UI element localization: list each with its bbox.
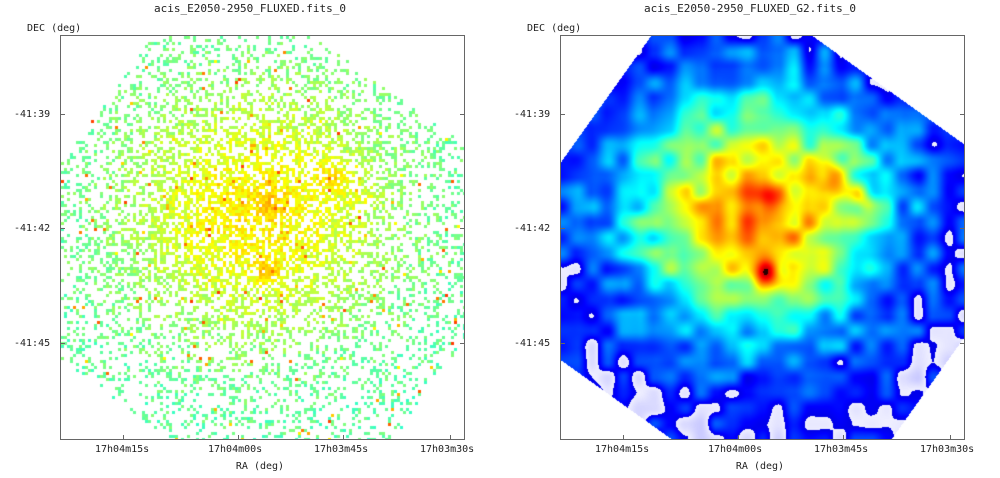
y-tick-label: -41:45 bbox=[14, 338, 51, 349]
y-tick-mark bbox=[60, 343, 65, 344]
raw-counts-image bbox=[61, 36, 464, 439]
y-tick-label: -41:42 bbox=[514, 223, 551, 234]
y-tick-mark bbox=[460, 343, 465, 344]
y-tick-label: -41:39 bbox=[514, 109, 551, 120]
x-tick-label: 17h03m45s bbox=[814, 444, 869, 455]
y-tick-mark bbox=[960, 114, 965, 115]
x-tick-label: 17h03m30s bbox=[420, 444, 475, 455]
panel-title: acis_E2050-2950_FLUXED.fits_0 bbox=[153, 2, 347, 15]
x-tick-mark bbox=[843, 435, 844, 440]
image-plot-smoothed[interactable] bbox=[560, 35, 965, 440]
y-tick-mark bbox=[460, 228, 465, 229]
y-tick-mark bbox=[460, 114, 465, 115]
x-tick-mark bbox=[123, 435, 124, 440]
panel-title: acis_E2050-2950_FLUXED_G2.fits_0 bbox=[644, 2, 856, 15]
y-tick-mark bbox=[560, 343, 565, 344]
x-tick-label: 17h04m15s bbox=[595, 444, 650, 455]
x-tick-label: 17h03m30s bbox=[920, 444, 975, 455]
x-tick-label: 17h03m45s bbox=[314, 444, 369, 455]
x-tick-mark bbox=[623, 435, 624, 440]
x-tick-mark bbox=[343, 435, 344, 440]
y-axis-label: DEC (deg) bbox=[527, 23, 582, 34]
x-tick-mark bbox=[950, 435, 951, 440]
x-axis-label: RA (deg) bbox=[235, 461, 285, 472]
image-plot-raw[interactable] bbox=[60, 35, 465, 440]
x-tick-label: 17h04m00s bbox=[708, 444, 763, 455]
x-tick-mark bbox=[738, 435, 739, 440]
y-tick-mark bbox=[560, 228, 565, 229]
x-tick-label: 17h04m00s bbox=[208, 444, 263, 455]
x-axis-label: RA (deg) bbox=[735, 461, 785, 472]
image-panel-raw: acis_E2050-2950_FLUXED.fits_0 DEC (deg) … bbox=[14, 2, 475, 472]
y-tick-mark bbox=[60, 114, 65, 115]
smoothed-image bbox=[561, 36, 964, 439]
y-tick-label: -41:39 bbox=[14, 109, 51, 120]
x-tick-label: 17h04m15s bbox=[95, 444, 150, 455]
y-tick-label: -41:42 bbox=[14, 223, 51, 234]
y-axis-label: DEC (deg) bbox=[27, 23, 82, 34]
y-tick-mark bbox=[60, 228, 65, 229]
y-tick-label: -41:45 bbox=[514, 338, 551, 349]
image-panel-smoothed: acis_E2050-2950_FLUXED_G2.fits_0 DEC (de… bbox=[500, 0, 1000, 478]
y-tick-mark bbox=[960, 228, 965, 229]
x-tick-mark bbox=[450, 435, 451, 440]
x-tick-mark bbox=[238, 435, 239, 440]
y-tick-mark bbox=[960, 343, 965, 344]
y-tick-mark bbox=[560, 114, 565, 115]
